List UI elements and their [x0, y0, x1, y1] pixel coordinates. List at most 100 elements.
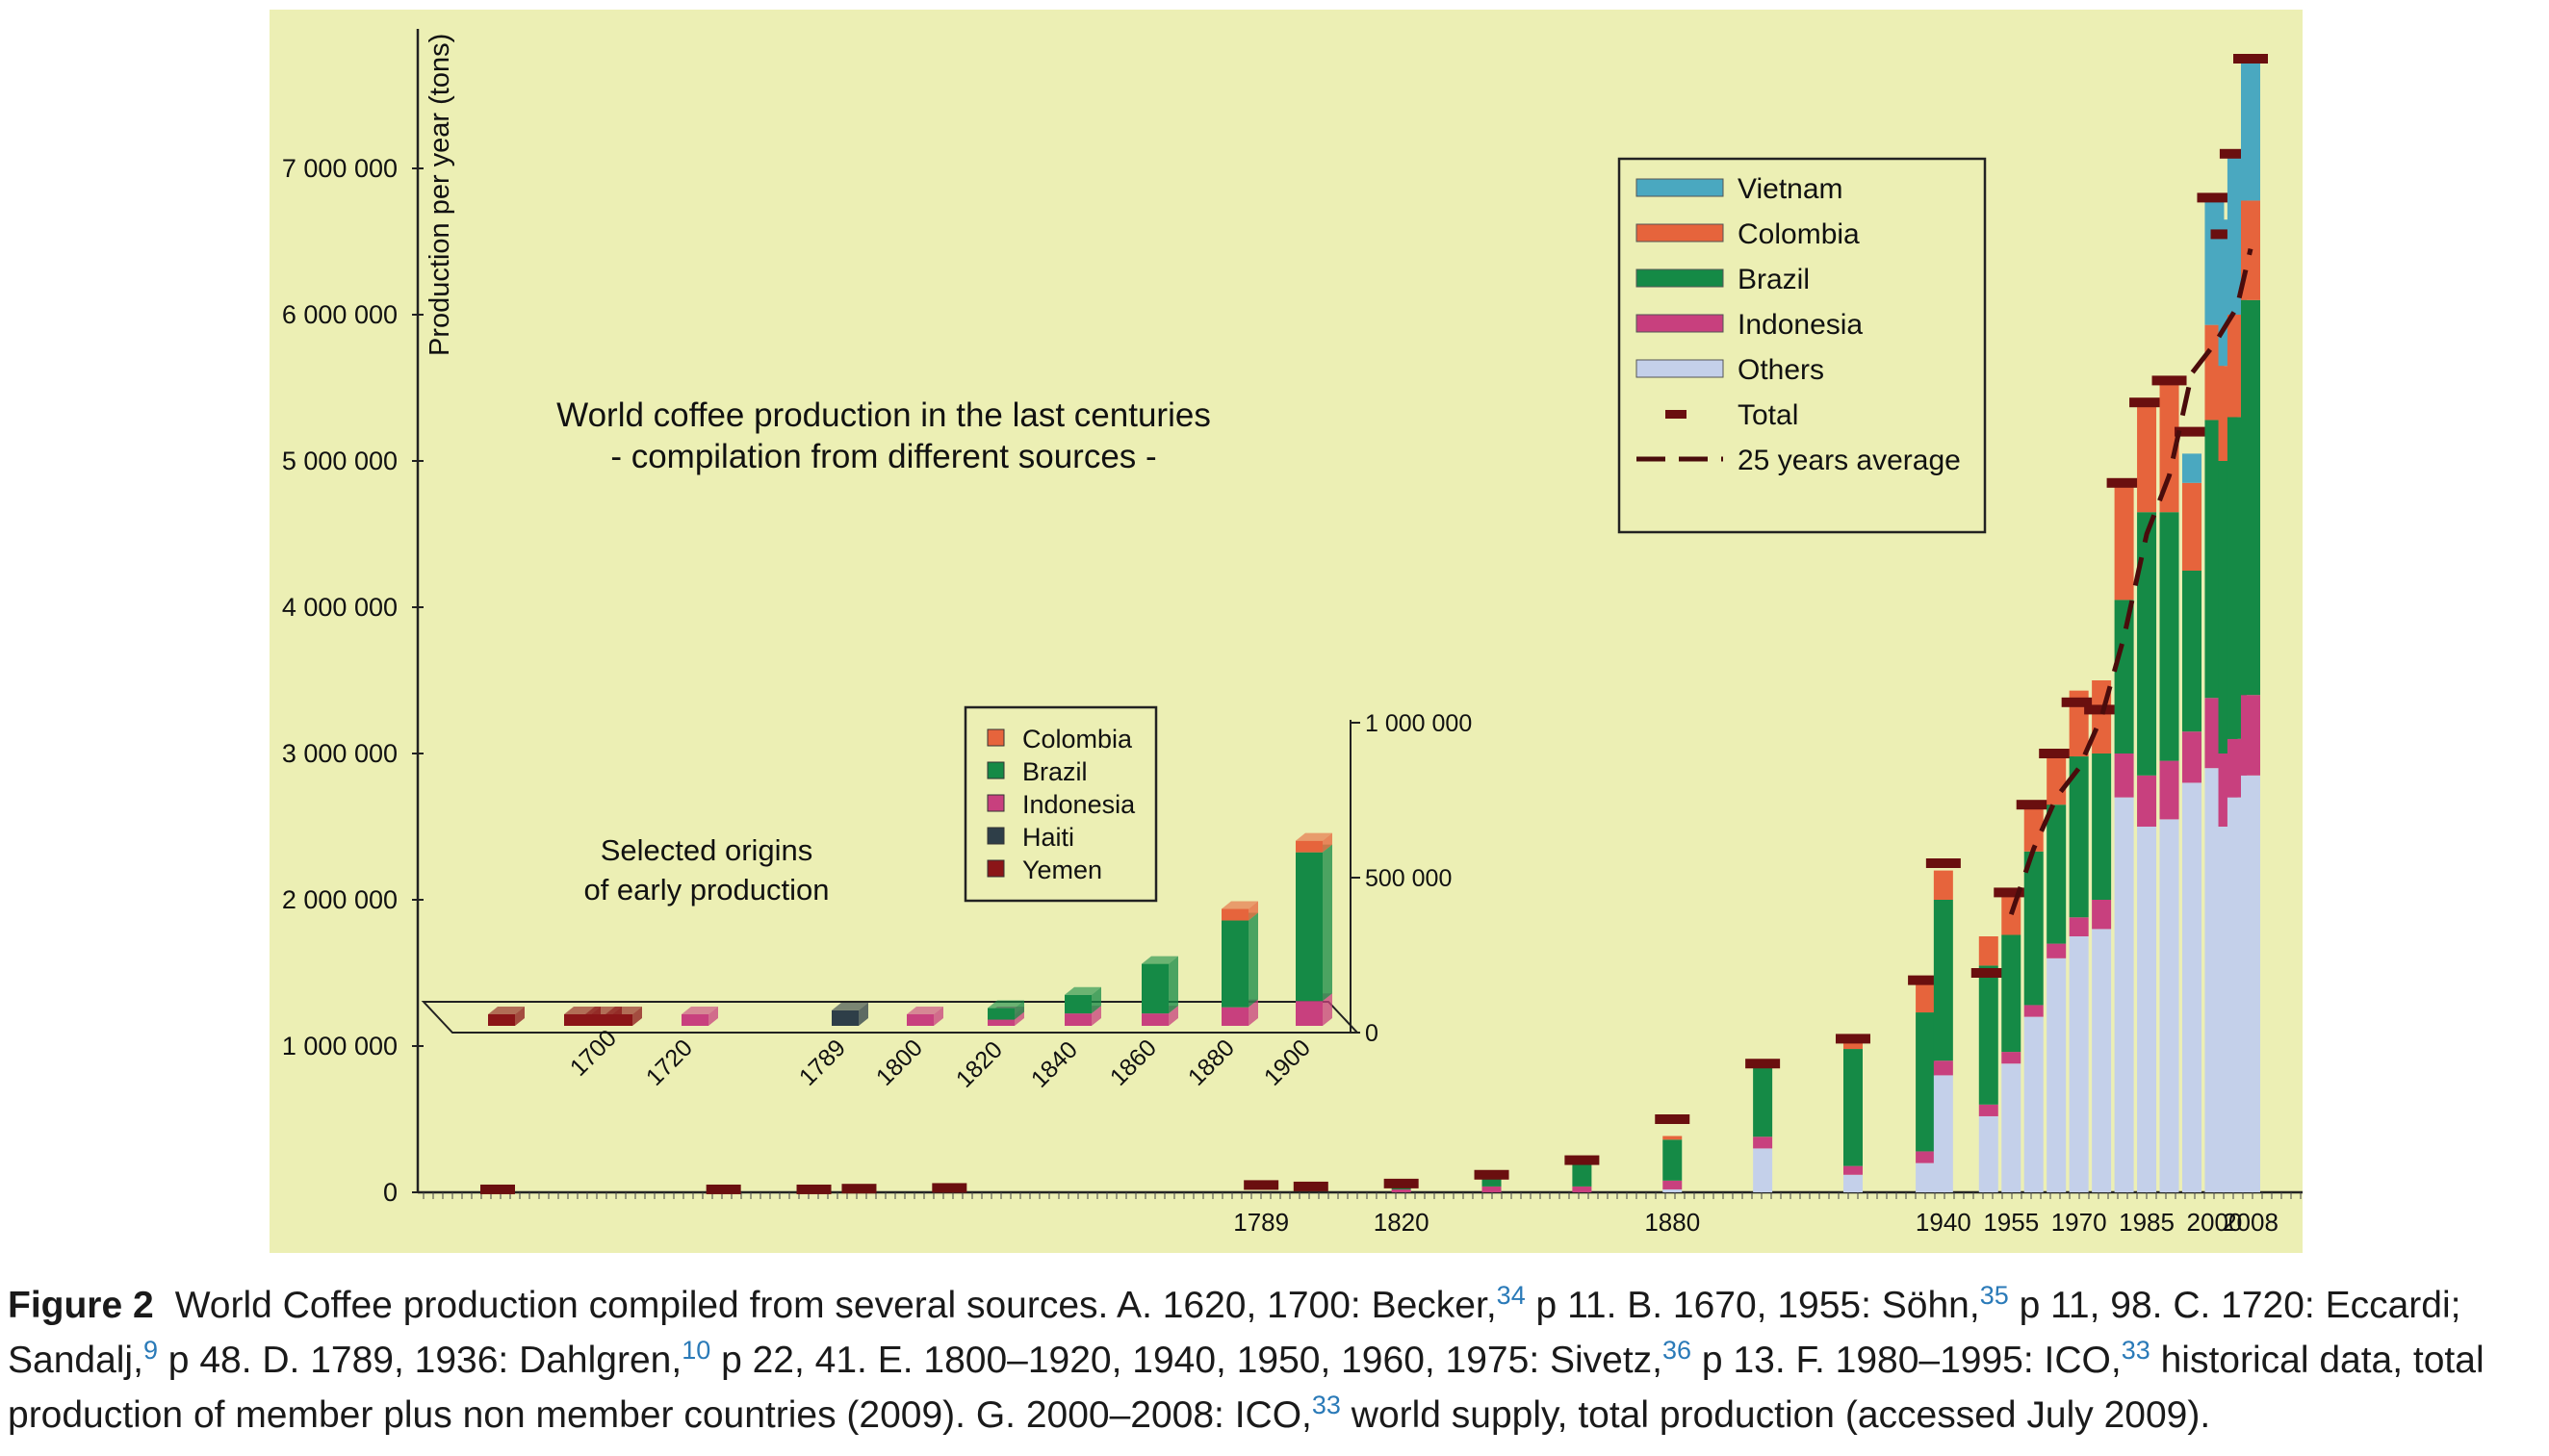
bar-1900	[1745, 1059, 1781, 1192]
inset-top-yemen-1620	[488, 1007, 525, 1014]
bar-1789	[1244, 1180, 1279, 1190]
bar-1880	[1655, 1114, 1690, 1192]
caption-citation-33[interactable]: 33	[1311, 1391, 1341, 1419]
inset-legend-box	[964, 705, 1158, 903]
x-tick-label-1880: 1880	[1644, 1208, 1700, 1237]
inset-legend-label-haiti: Haiti	[1022, 823, 1074, 852]
inset-legend-label-indonesia: Indonesia	[1022, 790, 1136, 819]
legend-label-vietnam: Vietnam	[1738, 173, 1843, 205]
inset-side-haiti-1789	[859, 1002, 868, 1026]
total-marker-1670	[706, 1184, 741, 1194]
segment-brazil-1980	[2114, 600, 2134, 754]
segment-colombia-1965	[2047, 754, 2067, 805]
y-tick-label-7: 7 000 000	[282, 154, 398, 183]
inset-segment-colombia-1880	[1222, 908, 1249, 921]
segment-colombia-1990	[2159, 380, 2179, 513]
segment-others-1950	[1978, 1115, 1998, 1192]
bar-1985	[2129, 397, 2165, 1192]
legend-label-25-years-average: 25 years average	[1738, 445, 1961, 476]
total-marker-1820	[1383, 1178, 1419, 1188]
segment-indonesia-1880	[1662, 1180, 1683, 1189]
segment-indonesia-1840	[1481, 1186, 1502, 1192]
total-marker-1789	[1244, 1180, 1279, 1190]
inset-side-brazil-1900	[1323, 844, 1332, 1002]
main-legend: Vietnam Colombia Brazil Indonesia Others Tota…	[1617, 157, 1987, 534]
inset-segment-colombia-1900	[1296, 840, 1323, 853]
segment-others-2008	[2241, 775, 2260, 1192]
inset-side-indonesia-1720	[708, 1007, 718, 1026]
inset-legend-label-colombia: Colombia	[1022, 725, 1133, 754]
segment-others-1995	[2181, 782, 2201, 1192]
total-marker-1690	[796, 1184, 832, 1194]
bar-1700	[841, 1184, 877, 1194]
y-tick-label-4: 4 000 000	[282, 593, 398, 622]
inset-bar-1880	[1222, 901, 1258, 1026]
segment-indonesia-1975	[2092, 900, 2112, 930]
inset-segment-indonesia-1800	[907, 1014, 934, 1026]
segment-brazil-1965	[2047, 805, 2067, 944]
segment-others-1980	[2114, 797, 2134, 1192]
segment-indonesia-1990	[2159, 760, 2179, 820]
x-tick-label-2000: 2000	[2187, 1208, 2243, 1237]
inset-annotation-line-2: of early production	[583, 873, 829, 907]
caption-text-12: historical data, total production of mem…	[8, 1340, 2485, 1436]
inset-segment-indonesia-1720	[682, 1014, 708, 1026]
segment-brazil-1995	[2181, 571, 2201, 732]
segment-brazil-1960	[2023, 851, 2044, 1006]
legend-label-indonesia: Indonesia	[1738, 309, 1863, 341]
inset-bar-1620	[488, 1007, 525, 1026]
x-tick-label-1940: 1940	[1916, 1208, 1971, 1237]
segment-brazil-1990	[2159, 512, 2179, 761]
inset-side-indonesia-1900	[1323, 993, 1332, 1026]
legend-label-total: Total	[1738, 399, 1798, 431]
caption-citation-34[interactable]: 34	[1496, 1281, 1526, 1310]
legend-label-colombia: Colombia	[1738, 218, 1860, 250]
x-tick-label-1955: 1955	[1983, 1208, 2039, 1237]
inset-side-brazil-1880	[1249, 912, 1258, 1008]
inset-top-brazil-1840	[1065, 986, 1101, 995]
total-marker-1940	[1925, 858, 1961, 868]
segment-indonesia-1985	[2137, 775, 2157, 827]
inset-top-colombia-1900	[1296, 832, 1332, 841]
total-marker-2000	[2197, 192, 2232, 203]
y-tick-label-6: 6 000 000	[282, 300, 398, 329]
25-year-average-line	[2008, 248, 2253, 916]
total-marker-1800	[1293, 1181, 1328, 1191]
inset-top-haiti-1789	[832, 1002, 868, 1010]
caption-citation-33[interactable]: 33	[2121, 1336, 2150, 1365]
segment-indonesia-1995	[2181, 731, 2201, 783]
inset-side-indonesia-1860	[1169, 1006, 1178, 1026]
inset-segment-brazil-1840	[1065, 994, 1092, 1014]
total-marker-1995	[2174, 426, 2209, 437]
caption-citation-36[interactable]: 36	[1662, 1336, 1692, 1365]
x-tick-label-1985: 1985	[2119, 1208, 2175, 1237]
segment-brazil-1985	[2137, 512, 2157, 776]
inset-side-colombia-1900	[1323, 832, 1332, 853]
inset-annotation-line-1: Selected origins	[601, 833, 813, 867]
caption-citation-10[interactable]: 10	[682, 1336, 711, 1365]
segment-others-1900	[1753, 1148, 1773, 1192]
inset-top-brazil-1860	[1142, 956, 1178, 964]
inset-side-indonesia-1800	[934, 1007, 943, 1026]
bar-1670	[706, 1184, 741, 1194]
inset-legend-swatch-colombia	[987, 728, 1005, 747]
total-marker-1960	[2016, 800, 2051, 810]
segment-brazil-1860	[1572, 1162, 1592, 1187]
main-y-axis: 0 1 000 000 2 000 000 3 000 000 4 000 000 5 0…	[282, 29, 2303, 1207]
segment-colombia-1936	[1916, 983, 1936, 1013]
legend-swatch-others	[1635, 359, 1724, 378]
inset-bar-1789	[832, 1002, 868, 1026]
inset-side-indonesia-1880	[1249, 999, 1258, 1026]
inset-segment-indonesia-1900	[1296, 1001, 1323, 1026]
caption-citation-35[interactable]: 35	[1979, 1281, 2009, 1310]
legend-swatch-vietnam	[1635, 178, 1724, 197]
caption-text-8: p 22, 41. E. 1800–1920, 1940, 1950, 1960…	[710, 1340, 1663, 1381]
bar-1860	[1564, 1155, 1600, 1192]
segment-brazil-1940	[1933, 900, 1953, 1061]
caption-citation-9[interactable]: 9	[142, 1336, 158, 1365]
total-marker-2008	[2233, 54, 2268, 64]
total-marker-1900	[1745, 1059, 1781, 1069]
bar-1820	[1383, 1178, 1419, 1192]
segment-others-1970	[2069, 936, 2089, 1192]
y-tick-label-1: 1 000 000	[282, 1032, 398, 1060]
